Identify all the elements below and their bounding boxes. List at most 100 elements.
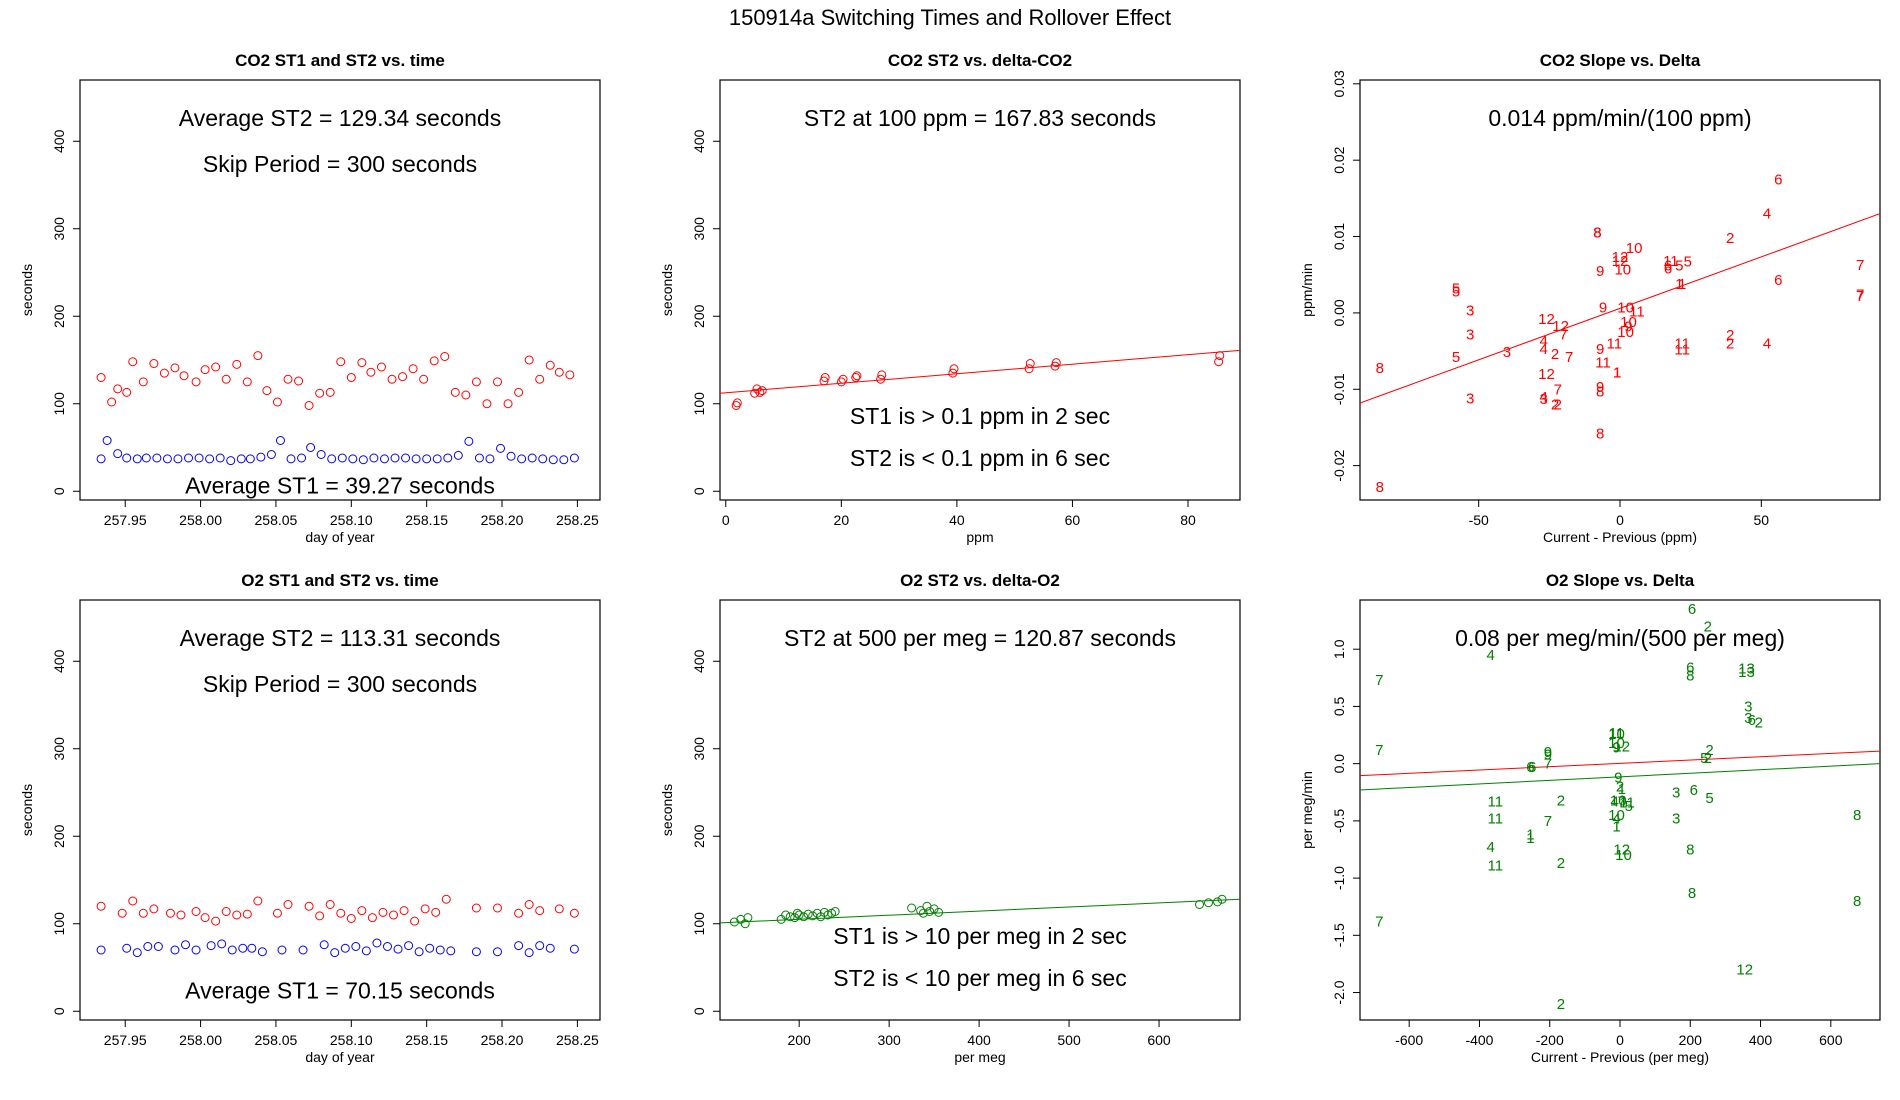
y-axis-label: per meg/min bbox=[1299, 771, 1315, 849]
data-point bbox=[247, 943, 257, 953]
data-point bbox=[390, 453, 400, 463]
data-point bbox=[315, 388, 325, 398]
data-point bbox=[565, 370, 575, 380]
data-point-label: 8 bbox=[1593, 225, 1601, 242]
data-point-label: 8 bbox=[1593, 225, 1601, 242]
data-point bbox=[554, 367, 564, 377]
panel-6: O2 Slope vs. Delta -600 -400 -200 0 200 400 600… bbox=[1299, 571, 1881, 1065]
annotation-text: Average ST1 = 39.27 seconds bbox=[185, 472, 495, 498]
data-point bbox=[200, 365, 210, 375]
annotation-text: Skip Period = 300 seconds bbox=[203, 671, 477, 697]
data-point bbox=[132, 948, 142, 958]
data-point bbox=[422, 454, 432, 464]
data-point-label: 2 bbox=[1755, 714, 1763, 731]
annotation-text: ST2 is < 10 per meg in 6 sec bbox=[833, 965, 1126, 991]
data-point bbox=[337, 453, 347, 463]
data-point bbox=[113, 384, 123, 394]
data-point bbox=[162, 454, 172, 464]
plot-frame bbox=[79, 79, 601, 501]
data-point bbox=[527, 453, 537, 463]
data-point-label: 12 bbox=[1613, 738, 1630, 755]
x-tick-label: 80 bbox=[1180, 512, 1196, 528]
data-point bbox=[441, 894, 451, 904]
data-point bbox=[493, 903, 503, 913]
data-point-label: 7 bbox=[1856, 288, 1864, 305]
data-point-label: 10 bbox=[1614, 261, 1631, 278]
data-point bbox=[306, 443, 316, 452]
data-point bbox=[227, 945, 237, 955]
data-point bbox=[315, 911, 325, 921]
data-point bbox=[361, 946, 371, 956]
y-tick-label: -0.5 bbox=[1331, 809, 1347, 833]
data-point bbox=[1214, 357, 1224, 367]
panel-title: O2 ST1 and ST2 vs. time bbox=[241, 571, 438, 590]
fit-line bbox=[720, 349, 1240, 394]
data-point-label: 10 bbox=[1608, 735, 1625, 752]
data-point bbox=[376, 362, 386, 372]
data-point-label: 6 bbox=[1664, 261, 1672, 278]
data-point bbox=[256, 452, 266, 462]
data-point bbox=[272, 908, 282, 918]
y-tick-label: 300 bbox=[51, 737, 67, 761]
data-point bbox=[934, 907, 944, 917]
data-point bbox=[408, 364, 418, 374]
data-point bbox=[173, 454, 183, 464]
data-point-label: 6 bbox=[1686, 660, 1694, 677]
x-tick-label: 257.95 bbox=[104, 1032, 147, 1048]
data-point bbox=[298, 945, 308, 955]
data-point bbox=[367, 913, 377, 923]
data-point-label: 7 bbox=[1375, 742, 1383, 759]
x-tick-label: 258.20 bbox=[481, 512, 524, 528]
data-point-label: 10 bbox=[1626, 240, 1643, 257]
plot-frame bbox=[79, 599, 601, 1021]
data-point-label: 8 bbox=[1376, 479, 1384, 496]
data-point bbox=[464, 436, 474, 446]
data-point bbox=[117, 908, 127, 918]
x-tick-label: 200 bbox=[787, 1032, 811, 1048]
data-point bbox=[503, 399, 513, 409]
data-point bbox=[545, 943, 555, 953]
data-point bbox=[277, 945, 287, 955]
data-point-label: 6 bbox=[1528, 759, 1536, 776]
data-point bbox=[179, 371, 189, 381]
y-tick-label: 0.01 bbox=[1331, 223, 1347, 250]
data-point bbox=[387, 374, 397, 384]
data-point bbox=[757, 386, 767, 396]
data-point bbox=[122, 387, 132, 397]
panel-title: CO2 ST2 vs. delta-CO2 bbox=[888, 51, 1072, 70]
data-point bbox=[803, 909, 813, 919]
data-point bbox=[799, 912, 809, 922]
data-point-label: 6 bbox=[1688, 601, 1696, 618]
data-point bbox=[548, 455, 558, 465]
data-point-label: 9 bbox=[1599, 300, 1607, 317]
data-point-label: 8 bbox=[1596, 384, 1604, 401]
data-point-label: 6 bbox=[1526, 759, 1534, 776]
data-point-label: 6 bbox=[1748, 712, 1756, 729]
data-point-label: 2 bbox=[1726, 335, 1734, 352]
data-point-label: 8 bbox=[1853, 893, 1861, 910]
y-axis-label: seconds bbox=[19, 264, 35, 316]
y-axis-label: seconds bbox=[19, 784, 35, 836]
data-point bbox=[485, 454, 495, 464]
data-point-label: 5 bbox=[1625, 798, 1633, 815]
data-point-label: 5 bbox=[1675, 258, 1683, 275]
data-point-label: 3 bbox=[1672, 811, 1680, 828]
data-point-label: 5 bbox=[1452, 349, 1460, 366]
data-point bbox=[336, 908, 346, 918]
data-point bbox=[357, 358, 367, 368]
data-point-label: 7 bbox=[1856, 257, 1864, 274]
data-point bbox=[96, 454, 106, 464]
data-point bbox=[232, 359, 242, 369]
data-point-label: 7 bbox=[1544, 813, 1552, 830]
plot-frame bbox=[719, 79, 1241, 501]
data-point bbox=[1195, 900, 1205, 909]
data-point bbox=[366, 367, 376, 377]
data-point bbox=[211, 916, 221, 926]
annotation-text: ST2 is < 0.1 ppm in 6 sec bbox=[850, 445, 1110, 471]
data-point-label: 12 bbox=[1552, 318, 1569, 335]
x-tick-label: 258.05 bbox=[255, 1032, 298, 1048]
y-tick-label: 400 bbox=[51, 129, 67, 153]
annotation-text: Skip Period = 300 seconds bbox=[203, 151, 477, 177]
